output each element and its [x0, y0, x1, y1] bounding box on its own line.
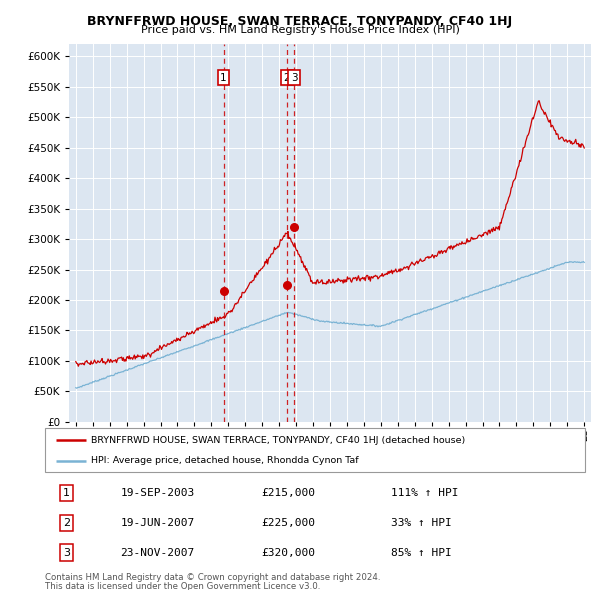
- Text: 3: 3: [291, 73, 298, 83]
- Text: 19-JUN-2007: 19-JUN-2007: [121, 518, 195, 527]
- Text: 3: 3: [63, 548, 70, 558]
- Text: 111% ↑ HPI: 111% ↑ HPI: [391, 488, 458, 498]
- Text: Price paid vs. HM Land Registry's House Price Index (HPI): Price paid vs. HM Land Registry's House …: [140, 25, 460, 35]
- Text: £215,000: £215,000: [261, 488, 315, 498]
- Text: 33% ↑ HPI: 33% ↑ HPI: [391, 518, 451, 527]
- Text: 2: 2: [63, 518, 70, 527]
- Text: 2: 2: [284, 73, 290, 83]
- Text: Contains HM Land Registry data © Crown copyright and database right 2024.: Contains HM Land Registry data © Crown c…: [45, 573, 380, 582]
- Text: BRYNFFRWD HOUSE, SWAN TERRACE, TONYPANDY, CF40 1HJ: BRYNFFRWD HOUSE, SWAN TERRACE, TONYPANDY…: [88, 15, 512, 28]
- Text: £225,000: £225,000: [261, 518, 315, 527]
- Text: BRYNFFRWD HOUSE, SWAN TERRACE, TONYPANDY, CF40 1HJ (detached house): BRYNFFRWD HOUSE, SWAN TERRACE, TONYPANDY…: [91, 435, 465, 445]
- Text: 19-SEP-2003: 19-SEP-2003: [121, 488, 195, 498]
- Text: 1: 1: [63, 488, 70, 498]
- Text: HPI: Average price, detached house, Rhondda Cynon Taf: HPI: Average price, detached house, Rhon…: [91, 457, 359, 466]
- Text: £320,000: £320,000: [261, 548, 315, 558]
- Text: 23-NOV-2007: 23-NOV-2007: [121, 548, 195, 558]
- Text: 85% ↑ HPI: 85% ↑ HPI: [391, 548, 451, 558]
- Text: This data is licensed under the Open Government Licence v3.0.: This data is licensed under the Open Gov…: [45, 582, 320, 590]
- Text: 1: 1: [220, 73, 227, 83]
